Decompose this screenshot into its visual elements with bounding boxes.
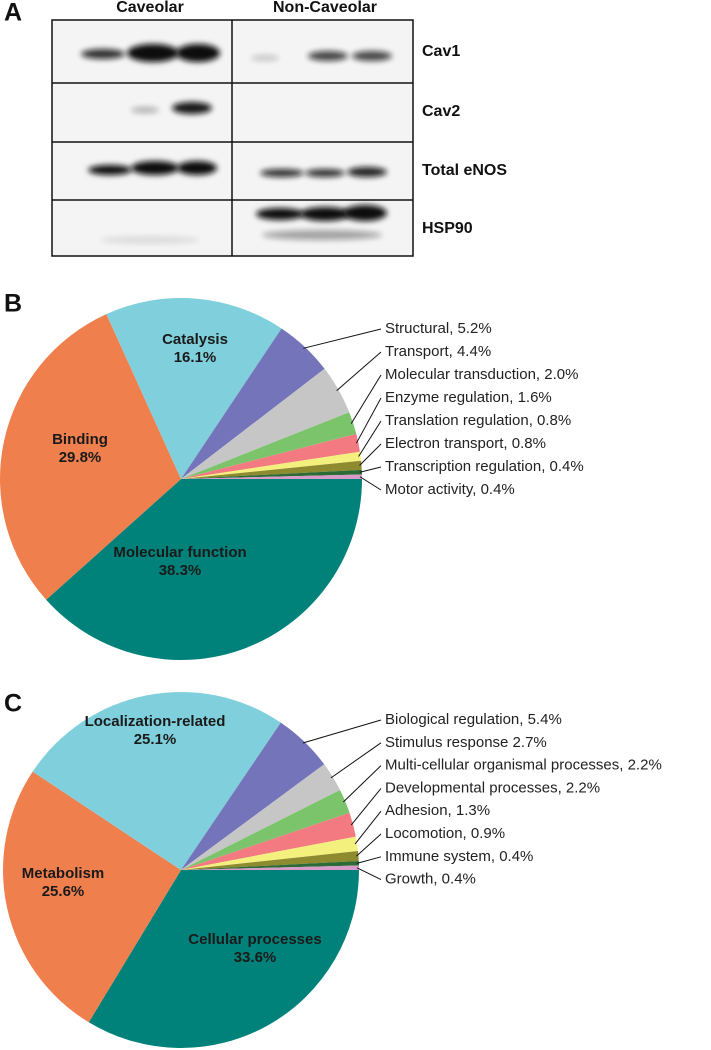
row-label: HSP90 [422, 220, 473, 237]
panel-label: A [4, 0, 22, 27]
row-label: Cav1 [422, 43, 460, 60]
column-header: Caveolar [116, 0, 184, 16]
slice-label: Growth, 0.4% [385, 871, 476, 888]
leader-line [355, 397, 382, 444]
leader-line [342, 765, 382, 803]
row-label: Total eNOS [422, 162, 507, 179]
slice-label: Catalysis [162, 331, 228, 348]
slice-label: Electron transport, 0.8% [385, 435, 546, 452]
slice-label: 25.1% [134, 731, 177, 748]
slice-label: Structural, 5.2% [385, 320, 492, 337]
slice-label: Motor activity, 0.4% [385, 481, 515, 498]
pie-slice [181, 451, 362, 479]
slice-label: Transcription regulation, 0.4% [385, 458, 584, 475]
pie-slice [3, 771, 181, 1023]
pie-slice [181, 460, 362, 479]
pie-slice [181, 469, 362, 479]
pie-slice [181, 850, 359, 870]
leader-line [350, 374, 382, 424]
pie-slice [181, 865, 359, 870]
pie-slice [181, 722, 325, 870]
slice-label: Locomotion, 0.9% [385, 825, 505, 842]
slice-label: Biological regulation, 5.4% [385, 711, 562, 728]
pie-slice [32, 692, 281, 870]
row-label: Cav2 [422, 103, 460, 120]
leader-line [302, 719, 382, 744]
slice-label: Immune system, 0.4% [385, 848, 533, 865]
leader-line [336, 351, 382, 392]
pie-slice [181, 861, 359, 870]
slice-label: 25.6% [42, 883, 85, 900]
slice-label: Localization-related [85, 713, 226, 730]
pie-slice [0, 314, 181, 600]
slice-label: Binding [52, 431, 108, 448]
slice-label: Molecular function [113, 544, 246, 561]
slice-label: Adhesion, 1.3% [385, 802, 490, 819]
pie-slice [181, 474, 362, 479]
slice-label: 38.3% [159, 562, 202, 579]
pie-slice [181, 368, 350, 479]
slice-label: 16.1% [174, 349, 217, 366]
pie-slice [181, 328, 325, 479]
blot [51, 19, 414, 257]
slice-label: Enzyme regulation, 1.6% [385, 389, 552, 406]
pie-slice [181, 836, 358, 870]
slice-label: Multi-cellular organismal processes, 2.2… [385, 757, 662, 774]
pie-slice [181, 812, 356, 870]
pie-slice [106, 298, 282, 479]
slice-label: 33.6% [234, 949, 277, 966]
leader-line [356, 856, 382, 864]
slice-label: Translation regulation, 0.8% [385, 412, 571, 429]
leader-line [359, 443, 382, 466]
leader-line [303, 328, 382, 349]
pie-slice [181, 433, 360, 479]
slice-label: Transport, 4.4% [385, 343, 491, 360]
pie-slice [88, 870, 360, 1048]
leader-line [354, 810, 382, 845]
slice-label: Developmental processes, 2.2% [385, 779, 600, 796]
leader-line [359, 476, 382, 491]
leader-line [359, 466, 382, 473]
slice-label: Metabolism [22, 865, 105, 882]
pie-slice [46, 479, 362, 660]
pie-slice [181, 412, 357, 479]
panel-label: C [4, 690, 22, 718]
leader-line [356, 867, 382, 881]
leader-line [330, 742, 382, 779]
pie-slice [181, 764, 341, 870]
column-header: Non-Caveolar [273, 0, 377, 16]
pie-slice [181, 790, 350, 870]
panel-label: B [4, 290, 22, 318]
slice-label: Cellular processes [188, 931, 321, 948]
slice-label: Molecular transduction, 2.0% [385, 366, 578, 383]
leader-line [358, 420, 382, 457]
slice-label: Stimulus response 2.7% [385, 734, 547, 751]
leader-line [350, 788, 382, 826]
leader-line [356, 833, 382, 857]
slice-label: 29.8% [59, 449, 102, 466]
